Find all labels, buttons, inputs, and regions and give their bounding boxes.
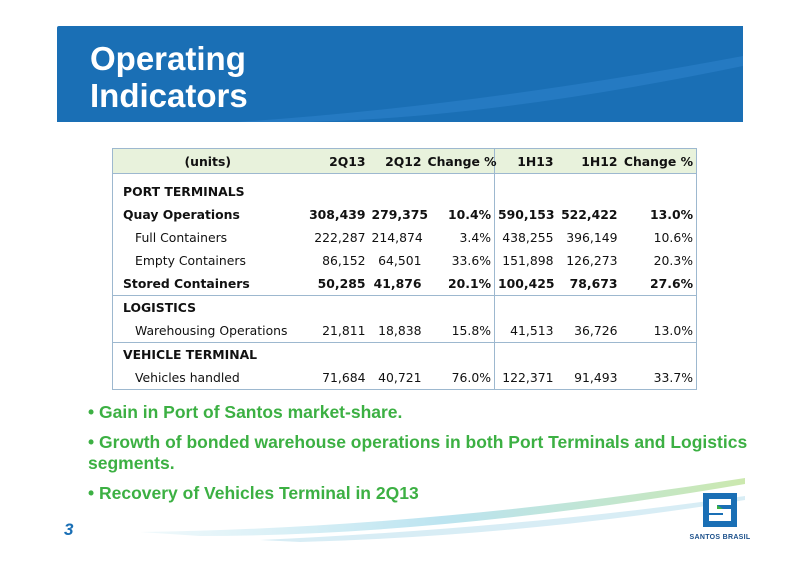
table-row: PORT TERMINALS [113,173,697,203]
cell: 91,493 [574,370,618,385]
cell: 10.4% [448,207,491,222]
cell: 151,898 [494,249,557,272]
col-1h12-header: 1H12 [556,148,621,174]
cell: 122,371 [494,366,557,390]
col-2q12-header: 2Q12 [368,148,425,174]
decorative-swoosh [140,478,745,542]
page-number: 3 [64,520,74,539]
cell: 590,153 [494,203,557,226]
cell: 438,255 [494,226,557,249]
table-row: Stored Containers 50,285 41,876 20.1% 10… [113,272,697,296]
cell: 3.4% [459,230,491,245]
cell: 18,838 [378,323,422,338]
cell: 64,501 [378,253,422,268]
highlights-list: • Gain in Port of Santos market-share. •… [88,402,748,513]
table-header-row: (units) 2Q13 2Q12 Change % 1H13 1H12 Cha… [112,148,697,174]
row-label: Stored Containers [123,276,250,291]
units-header: (units) [112,148,303,174]
section-vehicle-terminal: VEHICLE TERMINAL [112,342,303,366]
cell: 100,425 [494,272,557,296]
cell: 33.7% [653,370,693,385]
table-row: Full Containers 222,287 214,874 3.4% 438… [113,226,697,249]
col-1h13-header: 1H13 [494,148,557,174]
logo-text: SANTOS BRASIL [689,534,751,541]
cell: 40,721 [378,370,422,385]
title-banner [57,26,743,122]
santos-brasil-logo-icon [703,493,737,527]
row-label: Full Containers [135,230,228,245]
cell: 396,149 [566,230,618,245]
cell: 86,152 [322,253,366,268]
cell: 78,673 [569,276,618,291]
cell: 36,726 [574,323,618,338]
section-logistics: LOGISTICS [112,295,303,319]
section-port-terminals: PORT TERMINALS [123,184,245,199]
row-label: Warehousing Operations [135,323,288,338]
cell: 20.3% [653,253,693,268]
cell: 13.0% [653,323,693,338]
cell: 41,876 [373,276,422,291]
col-change-h-header: Change % [620,148,697,174]
table-row: Quay Operations 308,439 279,375 10.4% 59… [113,203,697,226]
bullet-item: • Growth of bonded warehouse operations … [88,432,748,473]
cell: 522,422 [561,207,618,222]
cell: 10.6% [653,230,693,245]
col-change-q-header: Change % [424,148,497,174]
cell: 76.0% [451,370,491,385]
cell: 71,684 [322,370,366,385]
row-label: Empty Containers [135,253,246,268]
bullet-item: • Recovery of Vehicles Terminal in 2Q13 [88,483,419,503]
cell: 308,439 [309,207,366,222]
cell: 13.0% [650,207,693,222]
cell: 15.8% [451,323,491,338]
table-row: Empty Containers 86,152 64,501 33.6% 151… [113,249,697,272]
bullet-item: • Gain in Port of Santos market-share. [88,402,403,422]
row-label: Vehicles handled [135,370,240,385]
cell: 222,287 [314,230,366,245]
cell: 279,375 [371,207,428,222]
cell: 50,285 [317,276,366,291]
santos-brasil-logo: SANTOS BRASIL [686,493,754,541]
cell: 41,513 [494,319,557,343]
row-label: Quay Operations [123,207,240,222]
cell: 20.1% [448,276,491,291]
table-row: Vehicles handled 71,684 40,721 76.0% 122… [113,366,697,390]
table-row: VEHICLE TERMINAL [112,342,697,366]
table-row: Warehousing Operations 21,811 18,838 15.… [113,319,697,343]
page-title: Operating Indicators [90,40,248,114]
cell: 27.6% [650,276,693,291]
table-row: LOGISTICS [112,295,697,319]
cell: 21,811 [322,323,366,338]
operating-indicators-table: (units) 2Q13 2Q12 Change % 1H13 1H12 Cha… [112,148,697,390]
col-2q13-header: 2Q13 [302,148,369,174]
cell: 214,874 [371,230,423,245]
cell: 126,273 [566,253,618,268]
cell: 33.6% [451,253,491,268]
